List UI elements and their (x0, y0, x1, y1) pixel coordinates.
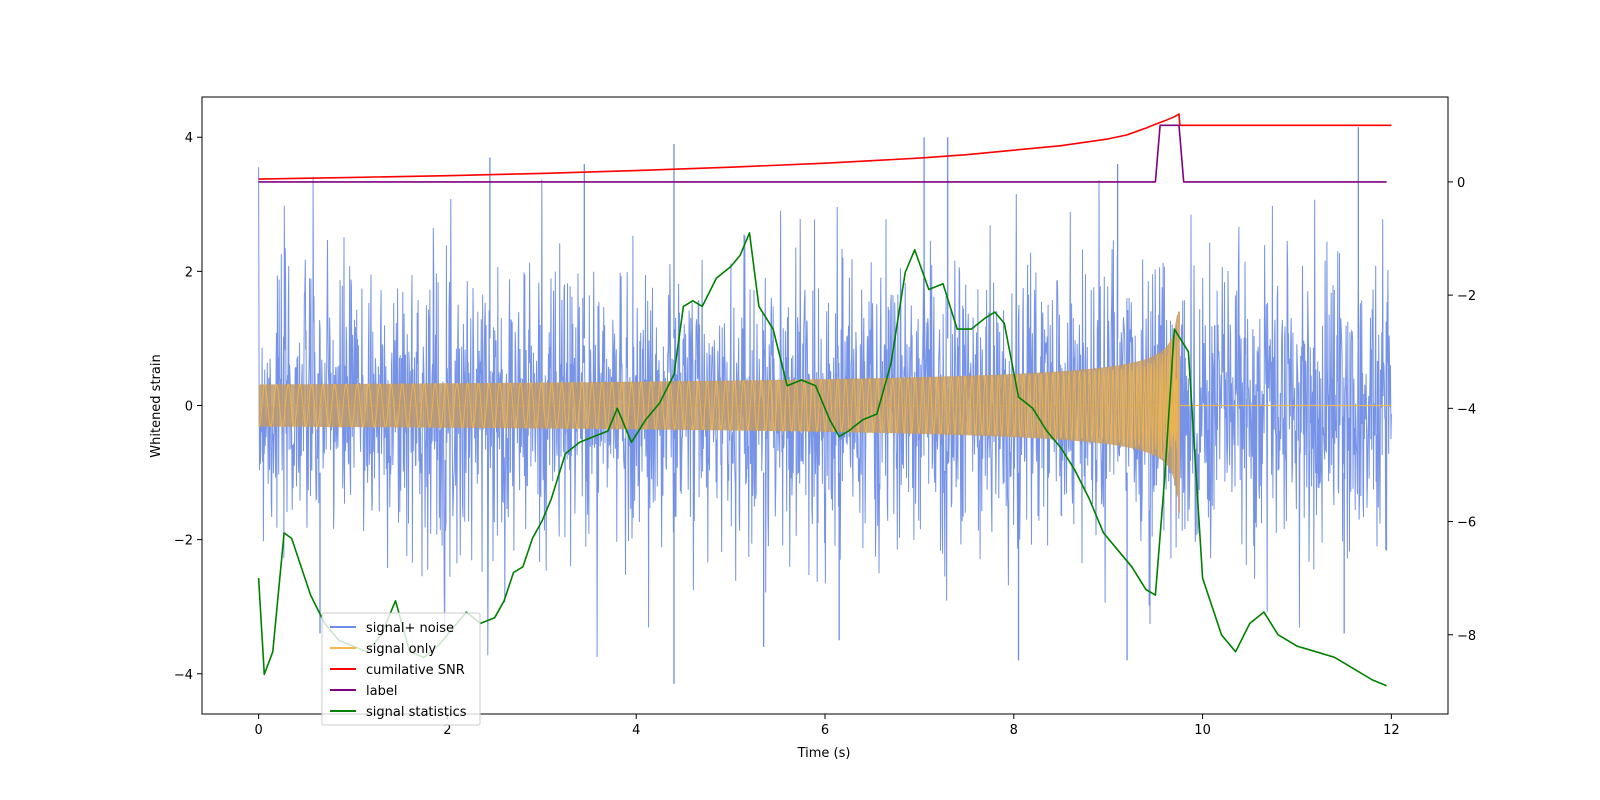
y-left-tick-label: −4 (174, 668, 193, 683)
plot-area (257, 113, 1392, 687)
x-tick-label: 0 (254, 723, 262, 738)
legend-label: signal+ noise (366, 621, 454, 636)
chirp-series (258, 311, 1392, 513)
x-axis: 0 2 4 6 8 10 12 (254, 714, 1400, 738)
x-tick-label: 2 (443, 723, 451, 738)
y-left-tick-label: 2 (185, 265, 193, 280)
y-axis-label-left: Whitened strain (149, 354, 164, 457)
y-right-tick-label: 0 (1457, 176, 1465, 191)
legend-label: cumilative SNR (366, 663, 465, 678)
legend-label: label (366, 684, 397, 699)
x-tick-label: 4 (632, 723, 640, 738)
y-axis-left: −4 −2 0 2 4 (174, 131, 202, 683)
y-right-tick-label: −8 (1457, 629, 1476, 644)
chirp-trace (258, 321, 1180, 482)
y-left-tick-label: 0 (185, 400, 193, 415)
y-right-tick-label: −6 (1457, 516, 1476, 531)
legend-box (321, 612, 481, 726)
noise-series (258, 127, 1392, 684)
y-left-tick-label: −2 (174, 534, 193, 549)
x-tick-label: 6 (821, 723, 829, 738)
noise-trace (258, 167, 1392, 658)
series-label (258, 124, 1387, 183)
y-left-tick-label: 4 (185, 131, 193, 146)
series-cumilative-snr (258, 113, 1392, 180)
x-tick-label: 12 (1383, 723, 1400, 738)
x-tick-label: 8 (1010, 723, 1018, 738)
y-right-tick-label: −4 (1457, 402, 1476, 417)
y-axis-right: −8 −6 −4 −2 0 (1448, 176, 1476, 644)
legend: signal+ noise signal only cumilative SNR la… (321, 612, 481, 726)
legend-label: signal statistics (366, 705, 467, 720)
legend-label: signal only (366, 642, 436, 657)
x-tick-label: 10 (1194, 723, 1211, 738)
x-axis-label: Time (s) (797, 746, 851, 761)
y-right-tick-label: −2 (1457, 289, 1476, 304)
